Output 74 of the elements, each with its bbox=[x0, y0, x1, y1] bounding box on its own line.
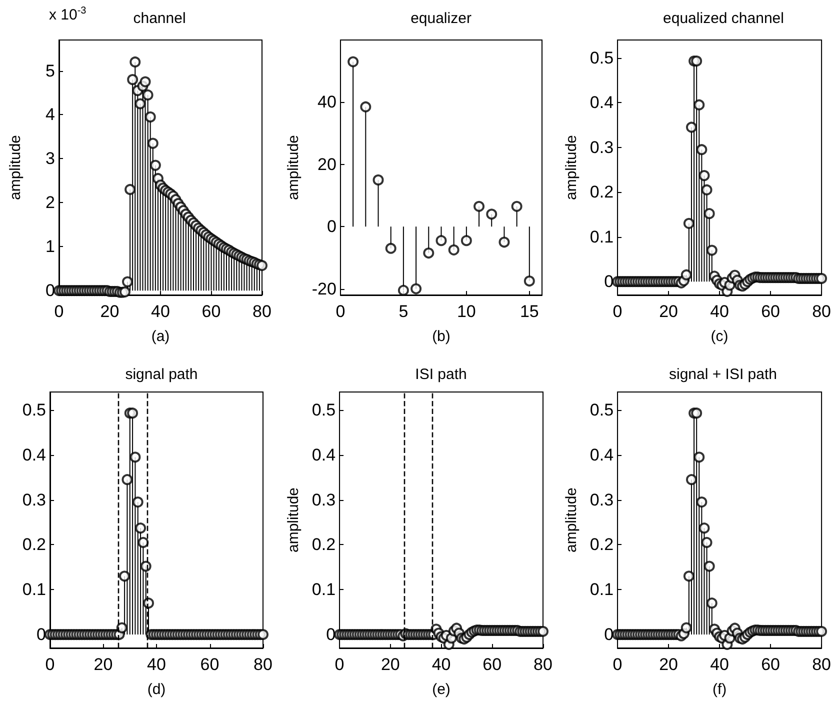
x-tick-label: 40 bbox=[147, 655, 166, 674]
x-tick-label: 60 bbox=[482, 655, 502, 674]
y-tick-label: 0.3 bbox=[312, 490, 336, 510]
x-axis-title: (a) bbox=[151, 328, 170, 345]
y-tick-label: 0 bbox=[327, 217, 336, 236]
x-tick-label: 20 bbox=[100, 302, 120, 321]
chart-title: signal + ISI path bbox=[669, 366, 777, 383]
y-axis-title: amplitude bbox=[285, 487, 302, 553]
y-tick-label: 1 bbox=[46, 237, 55, 256]
x-tick-label: 40 bbox=[151, 302, 170, 321]
y-tick-label: 0.3 bbox=[22, 490, 46, 510]
y-axis-title: amplitude bbox=[563, 487, 580, 553]
x-tick-label: 10 bbox=[456, 302, 476, 321]
x-tick-label: 60 bbox=[202, 302, 221, 321]
y-tick-label: 0.3 bbox=[590, 490, 614, 510]
y-axis-title: amplitude bbox=[563, 134, 580, 200]
y-tick-label: 0.5 bbox=[590, 48, 614, 68]
y-tick-label: 3 bbox=[46, 149, 55, 168]
x-axis-title: (b) bbox=[432, 328, 450, 345]
y-tick-label: 0.1 bbox=[590, 580, 614, 600]
chart-title: signal path bbox=[125, 366, 198, 383]
y-tick-label: 0.5 bbox=[590, 400, 614, 420]
y-tick-label: 20 bbox=[318, 154, 336, 174]
x-tick-label: 80 bbox=[252, 302, 272, 321]
y-tick-label: 0.2 bbox=[22, 535, 46, 554]
chart-title: ISI path bbox=[415, 366, 467, 383]
y-tick-label: 0 bbox=[604, 625, 614, 644]
y-tick-label: 0.4 bbox=[312, 445, 336, 464]
x-tick-label: 20 bbox=[380, 655, 400, 674]
x-tick-label: 60 bbox=[761, 655, 780, 674]
y-tick-label: 0.3 bbox=[590, 138, 614, 157]
y-tick-label: 5 bbox=[46, 61, 55, 80]
y-tick-label: 0 bbox=[36, 625, 46, 644]
x-tick-label: 80 bbox=[534, 655, 552, 674]
y-tick-label: 0 bbox=[604, 272, 614, 292]
y-tick-label: 0 bbox=[326, 625, 336, 644]
y-tick-label: 0.4 bbox=[590, 93, 614, 112]
x-tick-label: 20 bbox=[94, 655, 113, 674]
x-axis-title: (f) bbox=[712, 681, 727, 698]
x-tick-label: 20 bbox=[659, 655, 678, 674]
y-axis-title: amplitude bbox=[7, 134, 24, 200]
x-tick-label: 80 bbox=[812, 302, 832, 321]
x-axis-title: (e) bbox=[432, 681, 450, 698]
y-tick-label: 0.5 bbox=[22, 400, 46, 420]
y-tick-label: 4 bbox=[46, 105, 55, 124]
y-tick-label: 0.4 bbox=[590, 445, 614, 464]
y-tick-label: 0 bbox=[46, 281, 55, 300]
x-tick-label: 60 bbox=[200, 655, 220, 674]
x-tick-label: 80 bbox=[812, 655, 832, 674]
y-tick-label: 0.1 bbox=[22, 580, 46, 600]
x-tick-label: 40 bbox=[710, 302, 729, 321]
chart-title: equalized channel bbox=[663, 10, 784, 27]
y-axis-title: amplitude bbox=[285, 134, 302, 200]
x-tick-label: 40 bbox=[432, 655, 451, 674]
y-tick-label: 0.5 bbox=[312, 400, 336, 420]
y-tick-label: 40 bbox=[318, 92, 336, 112]
x-axis-title: (d) bbox=[147, 681, 166, 698]
y-tick-label: 2 bbox=[46, 193, 55, 212]
x-tick-label: 20 bbox=[659, 302, 678, 321]
x-tick-label: 40 bbox=[710, 655, 729, 674]
chart-title: channel bbox=[133, 10, 186, 27]
x-tick-label: 80 bbox=[254, 655, 272, 674]
x-tick-label: 5 bbox=[398, 302, 408, 321]
x-tick-label: 15 bbox=[520, 302, 539, 321]
x-tick-label: 60 bbox=[761, 302, 780, 321]
y-tick-label: 0.2 bbox=[312, 535, 336, 554]
x-axis-title: (c) bbox=[710, 328, 728, 345]
y-tick-label: 0.2 bbox=[590, 182, 614, 202]
y-tick-label: 0.1 bbox=[312, 580, 336, 600]
y-tick-label: 0.4 bbox=[22, 445, 46, 464]
chart-title: equalizer bbox=[410, 10, 472, 27]
y-tick-label: 0.1 bbox=[590, 227, 614, 246]
y-tick-label: 0.2 bbox=[590, 535, 614, 554]
y-tick-label: -20 bbox=[312, 279, 336, 298]
